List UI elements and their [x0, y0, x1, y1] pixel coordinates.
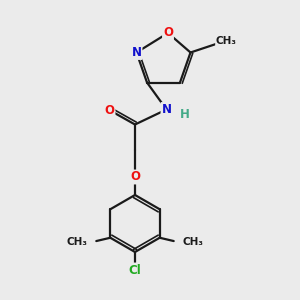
Text: CH₃: CH₃: [216, 36, 237, 46]
Text: Cl: Cl: [129, 263, 141, 277]
Text: CH₃: CH₃: [182, 237, 203, 247]
Text: N: N: [161, 103, 172, 116]
Text: O: O: [130, 170, 140, 184]
Text: O: O: [104, 104, 115, 117]
Text: N: N: [131, 46, 142, 59]
Text: H: H: [180, 107, 189, 121]
Text: O: O: [163, 26, 173, 40]
Text: CH₃: CH₃: [67, 237, 88, 247]
